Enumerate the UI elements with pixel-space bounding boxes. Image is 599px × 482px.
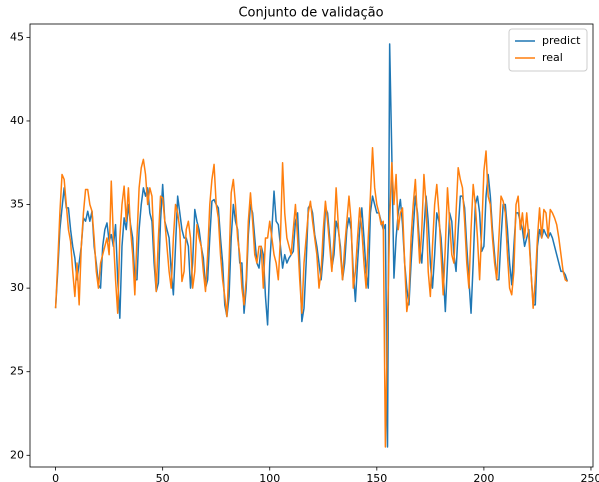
plot-frame [29,23,594,468]
chart-title: Conjunto de validação [238,6,383,21]
y-tick-label: 30 [10,281,24,294]
legend-label: predict [542,34,581,47]
y-tick-label: 20 [10,448,24,461]
line-series [54,146,568,448]
x-tick-label: 0 [52,472,59,482]
y-tick-label: 40 [10,114,24,127]
legend-label: real [542,51,563,64]
x-tick-label: 200 [473,472,494,482]
y-tick-label: 25 [10,365,24,378]
x-tick-label: 100 [259,472,280,482]
y-tick-label: 35 [10,198,24,211]
x-tick-label: 50 [156,472,170,482]
legend-box [508,28,588,72]
y-tick-label: 45 [10,30,24,43]
x-tick-label: 150 [366,472,387,482]
x-tick-label: 250 [580,472,599,482]
